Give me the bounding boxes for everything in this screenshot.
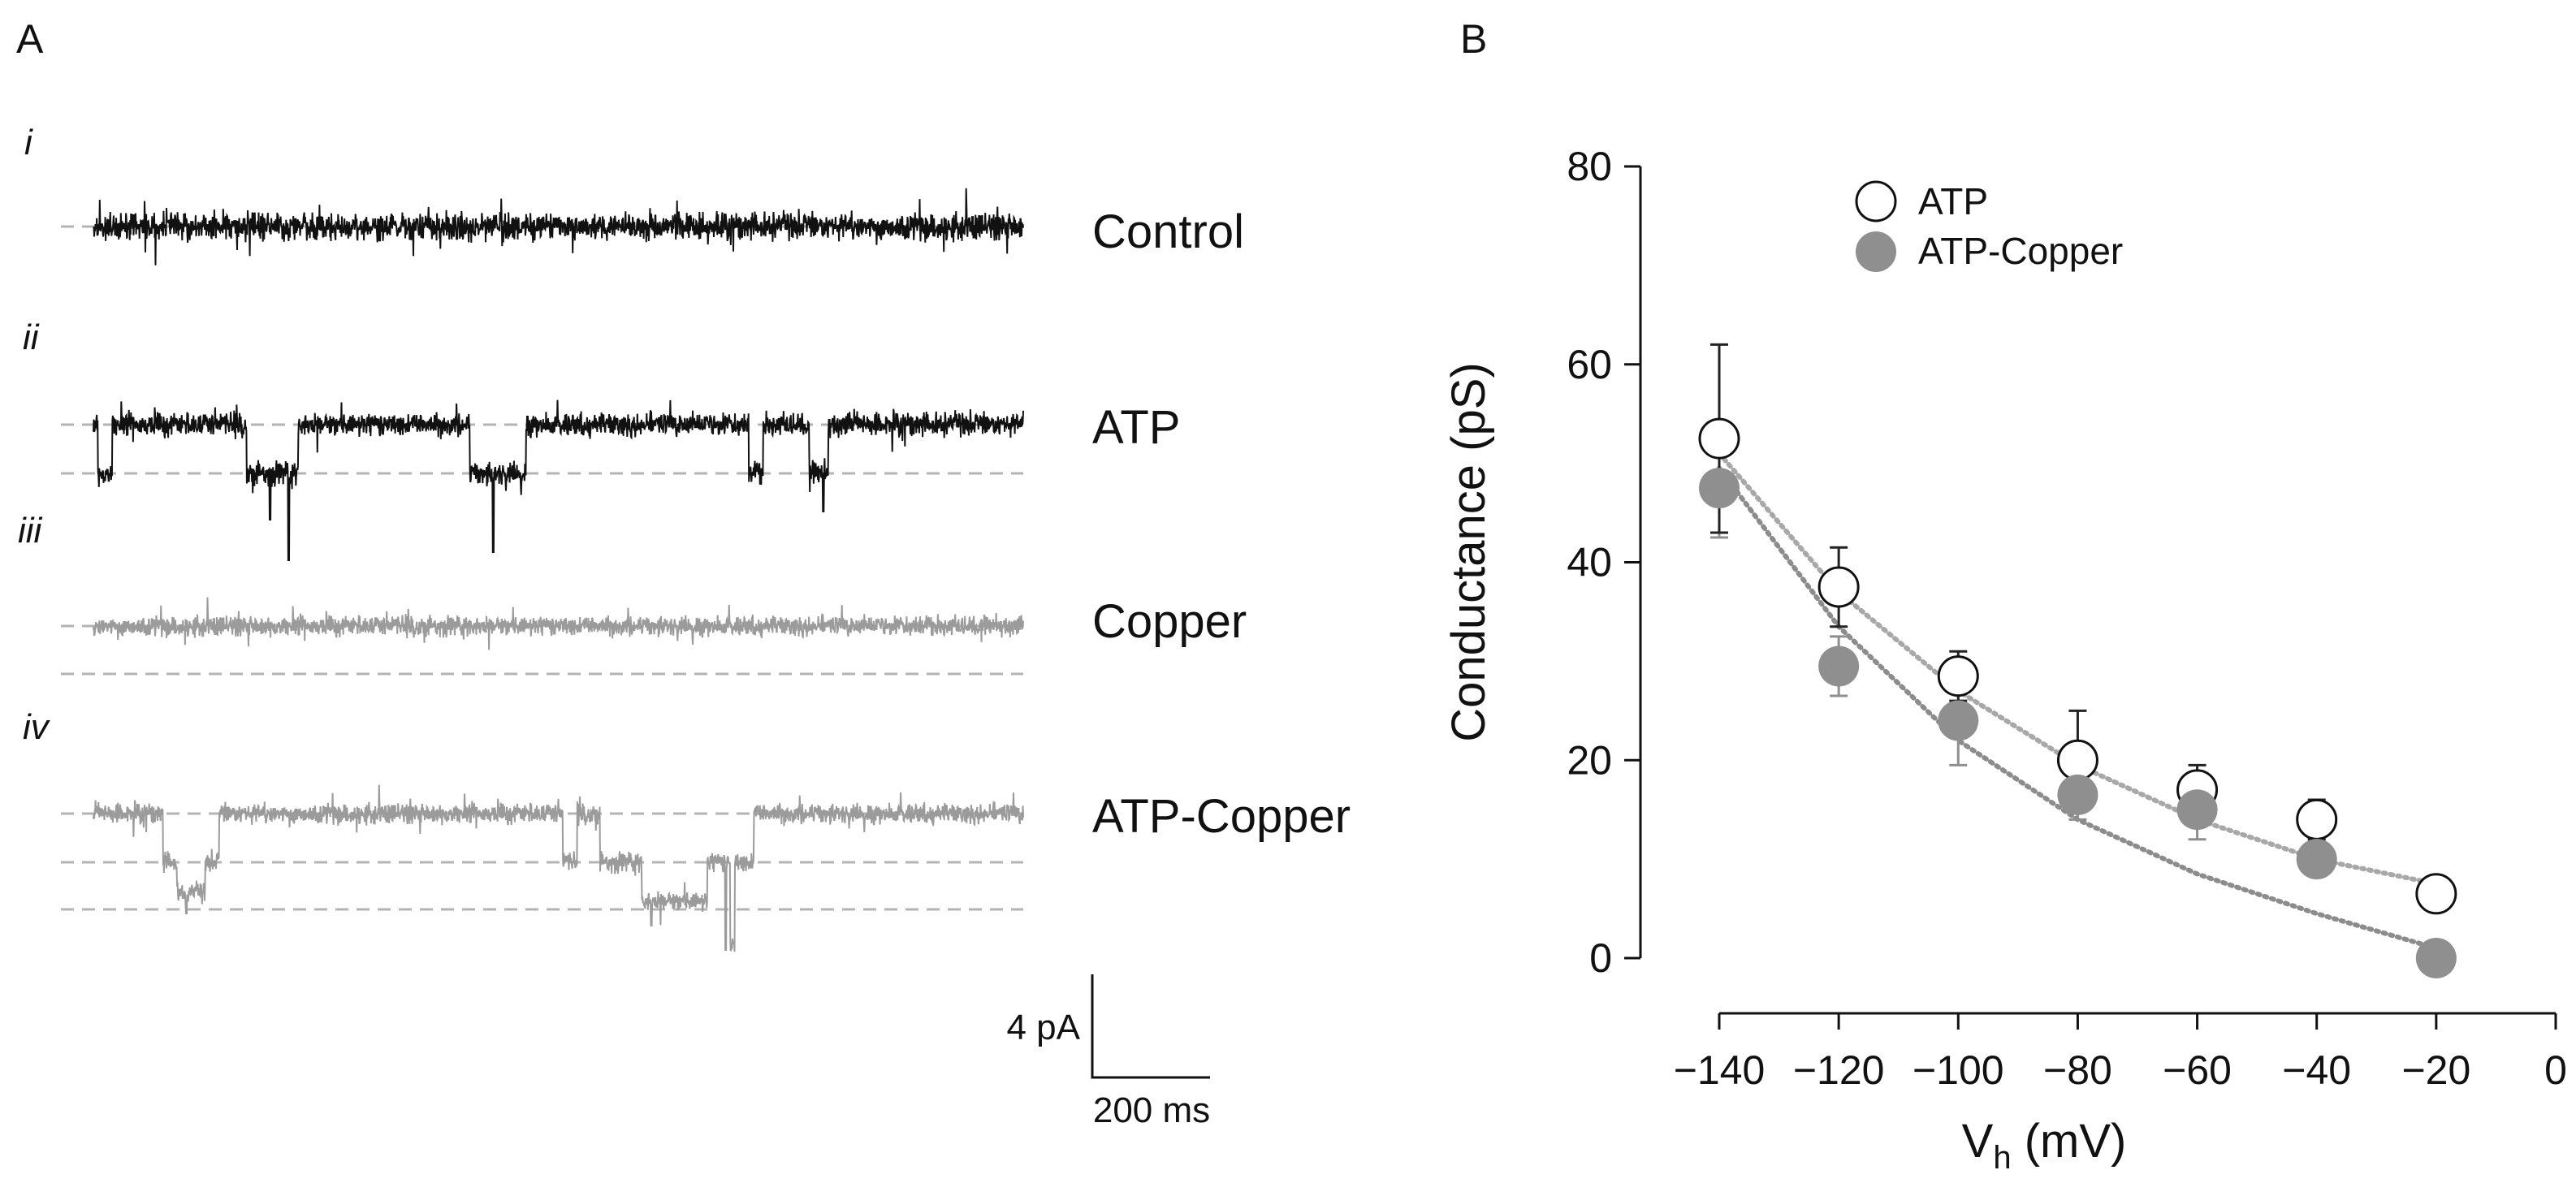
trace-label-copper: Copper (1092, 595, 1247, 648)
trace-control (93, 188, 1024, 266)
x-tick-label: −140 (1674, 1047, 1766, 1093)
point-atp (1817, 566, 1860, 608)
trace-roman-i: i (24, 123, 33, 162)
panel-b-letter: B (1460, 16, 1487, 62)
scale-time-label: 200 ms (1093, 1090, 1210, 1130)
y-tick-label: 40 (1567, 540, 1612, 585)
error-bars (1710, 343, 2326, 870)
trace-copper-row: iii Copper (18, 511, 1247, 676)
y-tick-label: 80 (1567, 144, 1612, 189)
point-atp (2296, 798, 2338, 840)
x-axis-label-sub: h (1993, 1140, 2011, 1176)
trace-label-control: Control (1092, 205, 1244, 258)
x-tick-label: −120 (1793, 1047, 1885, 1093)
data-points (1698, 417, 2457, 978)
x-axis-label-main: V (1962, 1115, 1994, 1168)
y-ticks: 0 20 40 60 80 (1567, 144, 1640, 981)
trace-atp-copper-row: iv ATP-Copper (23, 707, 1351, 952)
y-axis-label: Conductance (pS) (1442, 362, 1495, 741)
trace-label-atp-copper: ATP-Copper (1092, 790, 1351, 843)
point-atp-copper (2296, 839, 2337, 880)
trace-label-atp: ATP (1092, 401, 1181, 454)
x-tick-label: −20 (2401, 1047, 2470, 1093)
y-tick-label: 0 (1589, 935, 1612, 981)
scale-current-label: 4 pA (1006, 1008, 1080, 1047)
x-tick-label: −80 (2043, 1047, 2112, 1093)
trace-atp (93, 399, 1024, 561)
legend-label-atp-copper: ATP-Copper (1918, 230, 2123, 272)
point-atp-copper (1699, 468, 1740, 509)
trace-roman-ii: ii (23, 317, 40, 357)
point-atp (1698, 417, 1740, 460)
point-atp-copper (1938, 700, 1979, 741)
x-tick-label: −40 (2282, 1047, 2351, 1093)
y-tick-label: 60 (1567, 342, 1612, 387)
legend-marker-atp (1855, 180, 1897, 222)
point-atp-copper (2415, 938, 2457, 978)
x-tick-label: −100 (1913, 1047, 2004, 1093)
x-tick-label: 0 (2544, 1047, 2567, 1093)
point-atp (1937, 655, 1979, 697)
trace-roman-iv: iv (23, 707, 51, 747)
trace-roman-iii: iii (18, 511, 43, 551)
legend-label-atp: ATP (1918, 180, 1988, 222)
x-axis-label: Vh (mV) (1962, 1115, 2127, 1176)
point-atp-copper (2176, 789, 2218, 831)
scale-bar-lines (1091, 974, 1210, 1079)
legend-marker-atp-copper (1856, 231, 1896, 272)
point-atp-copper (1818, 645, 1860, 687)
y-tick-label: 20 (1567, 737, 1612, 783)
conductance-chart: 0 20 40 60 80 −140 −120 −100 −80 −60 −40 −20 0 Cond… (1442, 144, 2567, 1176)
panel-a-letter: A (16, 16, 44, 62)
x-axis-label-unit: (mV) (2012, 1115, 2127, 1168)
point-atp (2415, 873, 2457, 915)
scale-bar: 4 pA 200 ms (1006, 974, 1210, 1130)
trace-control-row: i Control (24, 123, 1244, 266)
x-ticks: −140 −120 −100 −80 −60 −40 −20 0 (1674, 1013, 2567, 1093)
x-tick-label: −60 (2163, 1047, 2232, 1093)
trace-copper (93, 597, 1024, 650)
legend: ATP ATP-Copper (1855, 180, 2123, 272)
trace-atp-row: ii ATP (23, 317, 1181, 561)
point-atp-copper (2057, 774, 2098, 815)
fit-curve-atp-copper (1717, 465, 2439, 951)
trace-atp-copper (93, 784, 1024, 952)
point-atp (2056, 739, 2098, 781)
